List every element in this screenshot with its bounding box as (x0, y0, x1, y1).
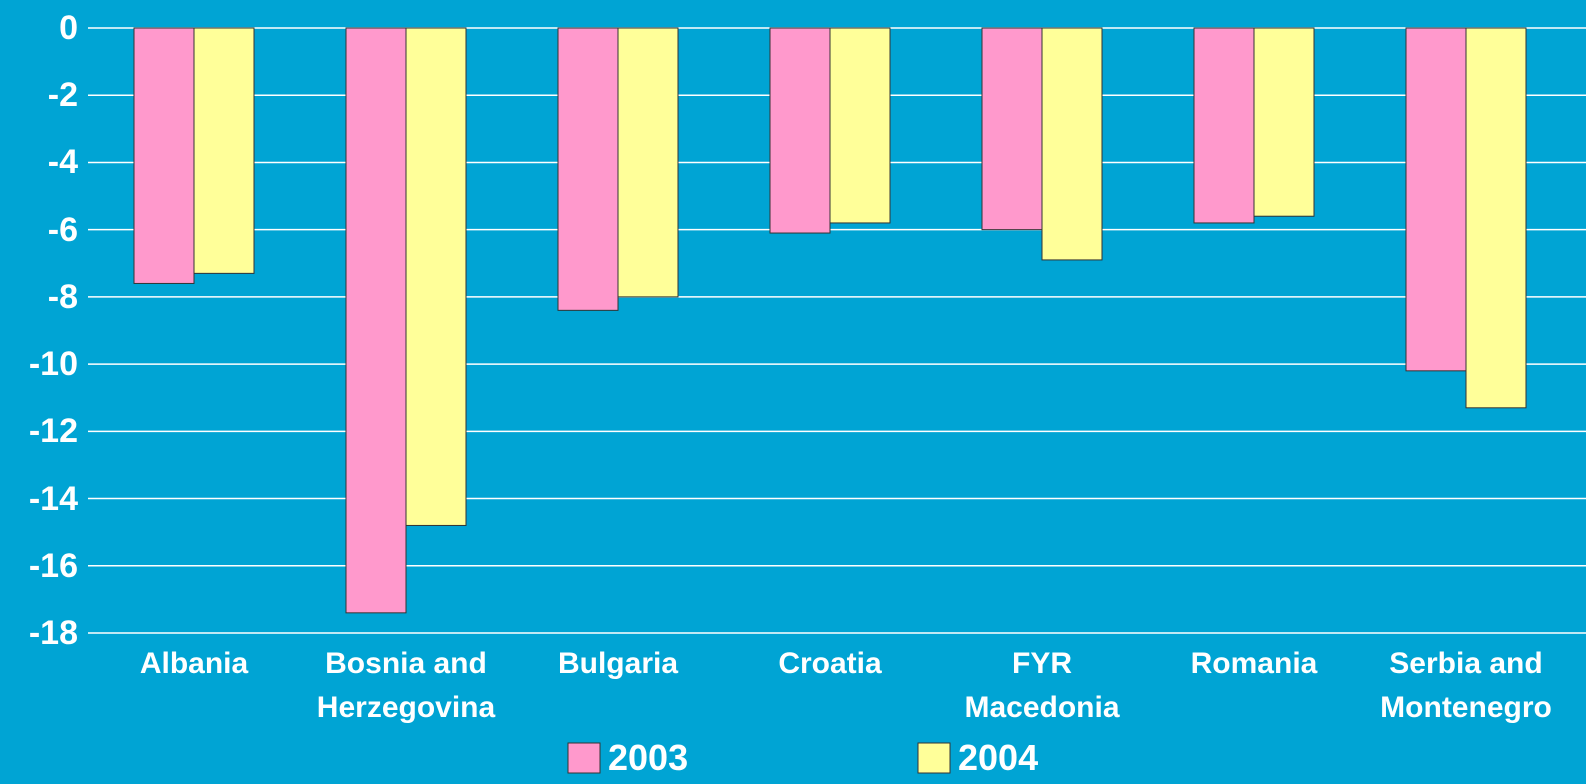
bar (133, 27, 195, 284)
x-tick-label: Serbia and Montenegro (1380, 647, 1552, 724)
bar (769, 27, 831, 234)
bar (1253, 27, 1315, 217)
y-tick-label: -6 (47, 210, 78, 249)
legend-label: 2003 (608, 737, 689, 778)
bar (405, 27, 467, 526)
x-tick-label: FYR Macedonia (964, 647, 1120, 724)
legend-label: 2004 (958, 737, 1039, 778)
legend-swatch (567, 742, 601, 774)
y-tick-label: -18 (28, 614, 78, 652)
bar (981, 27, 1043, 231)
x-tick-label: Bulgaria (557, 647, 679, 680)
bar (1041, 27, 1103, 261)
bar (617, 27, 679, 298)
y-tick-label: -2 (47, 76, 78, 115)
bar (1193, 27, 1255, 224)
y-tick-label: 0 (59, 9, 78, 47)
y-tick-label: -16 (28, 546, 78, 585)
x-tick-label: Croatia (778, 647, 882, 680)
y-tick-label: -8 (47, 277, 78, 316)
bar (1465, 27, 1527, 409)
bar (1405, 27, 1467, 372)
y-tick-label: -14 (28, 479, 78, 518)
x-tick-label: Bosnia and Herzegovina (316, 647, 496, 724)
bar (829, 27, 891, 224)
x-tick-label: Albania (139, 647, 249, 680)
bar (193, 27, 255, 274)
y-tick-label: -4 (47, 143, 78, 182)
y-tick-label: -12 (28, 412, 78, 451)
y-tick-label: -10 (28, 345, 78, 384)
x-tick-label: Romania (1190, 647, 1318, 680)
legend-swatch (917, 742, 951, 774)
bar (557, 27, 619, 311)
bar (345, 27, 407, 614)
